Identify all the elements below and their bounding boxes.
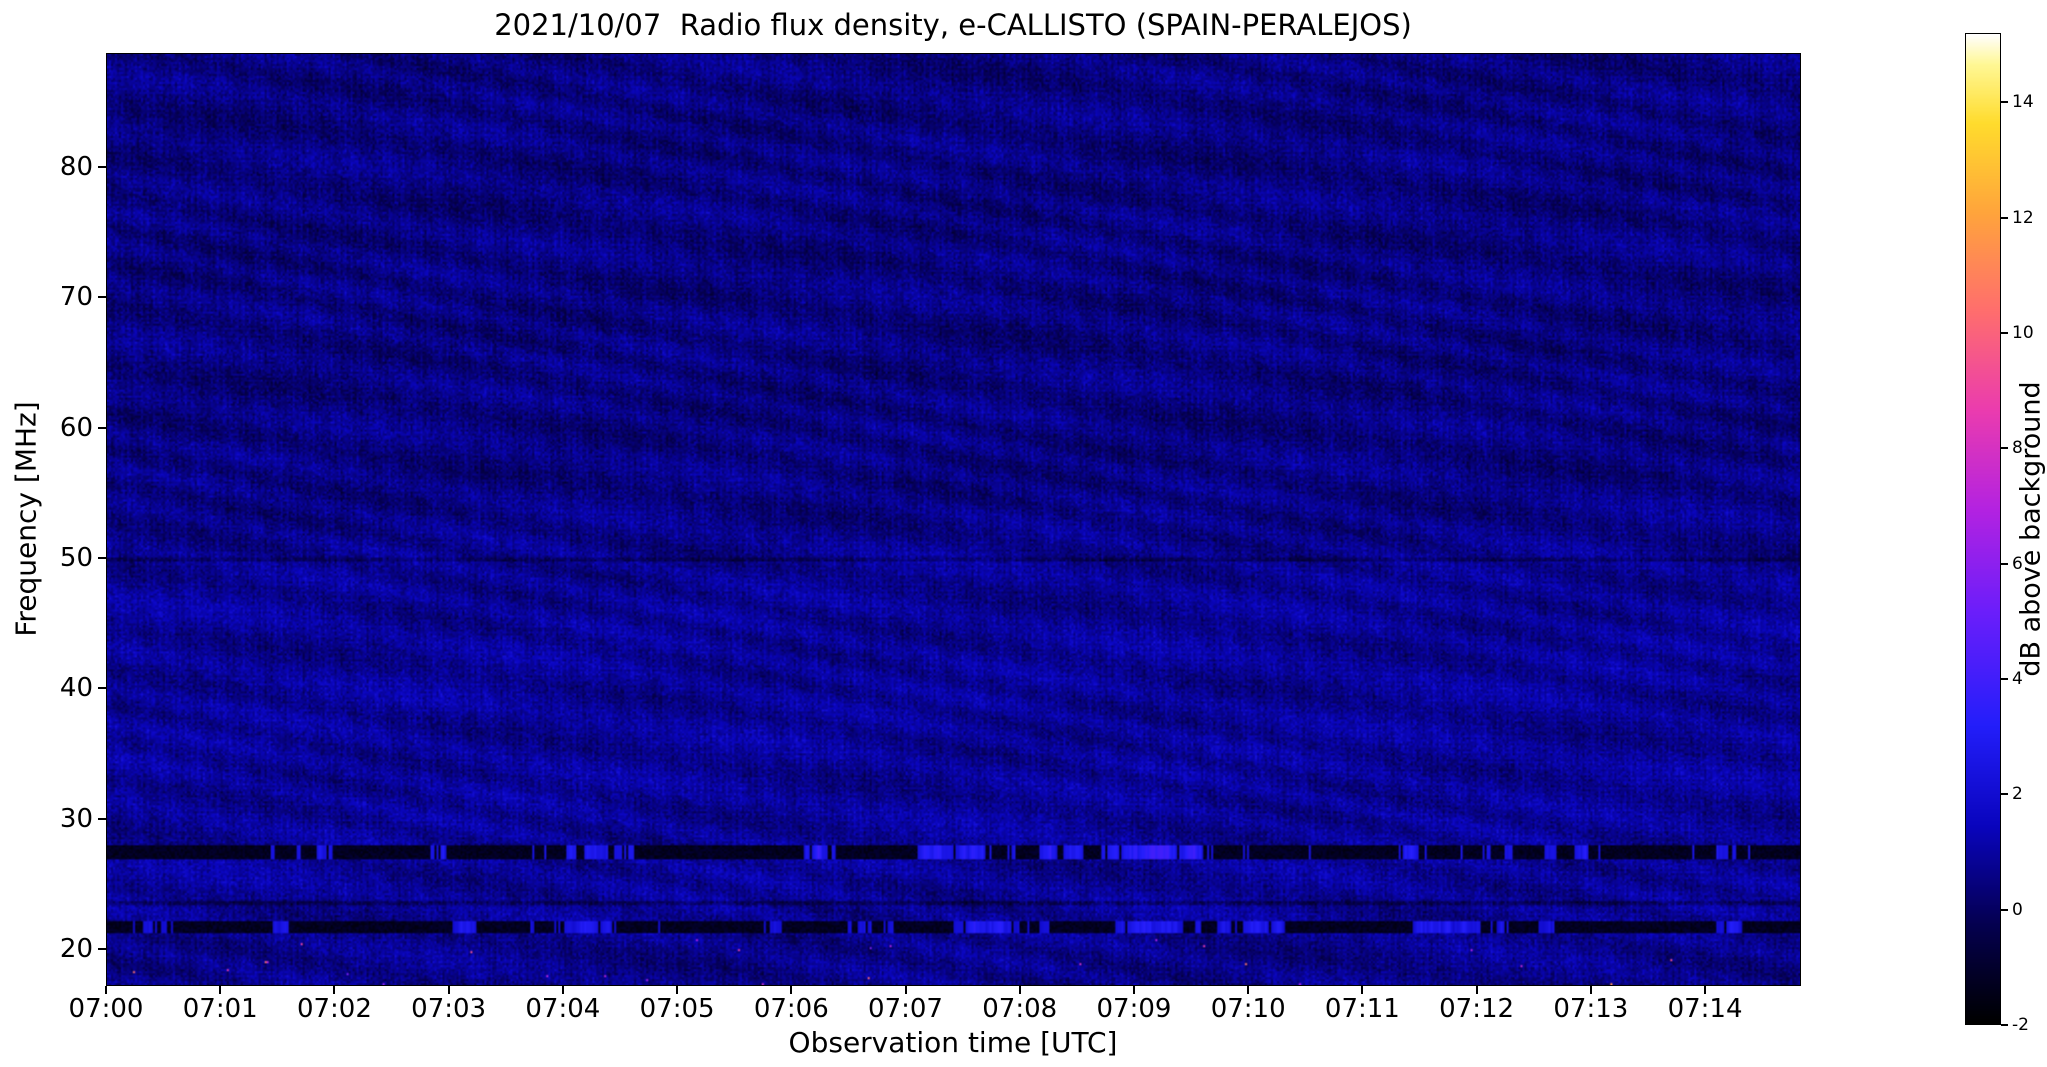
x-tick-label: 07:13	[1553, 994, 1629, 1024]
x-tick-label: 07:06	[753, 994, 829, 1024]
colorbar-tick-label: 10	[2012, 322, 2034, 343]
colorbar-tick-label: 2	[2012, 784, 2023, 805]
colorbar-tick-mark	[2001, 677, 2008, 680]
x-tick-label: 07:09	[1096, 994, 1172, 1024]
x-tick-mark	[105, 986, 107, 994]
x-tick-mark	[1247, 986, 1250, 994]
colorbar-tick-mark	[2001, 447, 2008, 450]
y-axis-label: Frequency [MHz]	[9, 401, 43, 637]
spectrogram-canvas	[107, 54, 1800, 985]
x-tick-label: 07:14	[1667, 994, 1743, 1024]
x-tick-label: 07:05	[639, 994, 715, 1024]
x-tick-label: 07:00	[68, 994, 144, 1024]
y-tick-mark	[98, 426, 106, 429]
colorbar-tick-mark	[2001, 793, 2008, 796]
colorbar-tick-mark	[2001, 101, 2008, 104]
colorbar-tick-mark	[2001, 908, 2008, 911]
x-axis-label: Observation time [UTC]	[788, 1026, 1118, 1059]
x-tick-label: 07:10	[1210, 994, 1286, 1024]
x-tick-mark	[1589, 986, 1592, 994]
x-tick-label: 07:11	[1324, 994, 1400, 1024]
colorbar-tick-label: -2	[2012, 1015, 2029, 1035]
x-tick-label: 07:02	[296, 994, 372, 1024]
y-tick-label: 60	[59, 412, 93, 443]
y-tick-mark	[98, 296, 106, 298]
colorbar-tick-mark	[2001, 562, 2008, 565]
x-tick-label: 07:08	[982, 994, 1058, 1024]
colorbar-tick-mark	[2001, 331, 2008, 334]
x-tick-mark	[561, 986, 564, 994]
y-tick-mark	[98, 817, 106, 820]
colorbar-tick-label: 14	[2012, 92, 2034, 113]
colorbar-label: dB above background	[2015, 381, 2047, 677]
x-tick-label: 07:12	[1439, 994, 1515, 1024]
y-tick-label: 40	[59, 673, 93, 704]
x-tick-label: 07:07	[868, 994, 943, 1024]
y-tick-label: 80	[59, 151, 93, 182]
x-tick-mark	[1018, 986, 1021, 994]
x-tick-mark	[676, 986, 679, 994]
x-tick-mark	[333, 986, 336, 994]
y-tick-mark	[98, 948, 106, 951]
colorbar-tick-label: 12	[2012, 207, 2034, 228]
y-tick-label: 50	[59, 542, 93, 573]
y-tick-label: 20	[59, 934, 93, 965]
y-tick-mark	[98, 165, 106, 168]
y-tick-label: 30	[59, 803, 93, 834]
colorbar	[1965, 33, 2001, 1025]
x-tick-mark	[904, 986, 907, 994]
y-tick-mark	[98, 556, 106, 559]
y-tick-label: 70	[59, 282, 93, 312]
x-tick-mark	[1361, 986, 1364, 994]
spectrogram	[106, 53, 1801, 986]
x-tick-mark	[447, 986, 450, 994]
colorbar-canvas	[1966, 34, 2000, 1024]
colorbar-tick-label: 0	[2012, 899, 2023, 920]
x-tick-mark	[1475, 986, 1478, 994]
x-tick-mark	[219, 986, 222, 994]
colorbar-tick-mark	[2001, 1024, 2008, 1026]
x-tick-label: 07:04	[525, 994, 601, 1024]
chart-title: 2021/10/07 Radio flux density, e-CALLIST…	[494, 8, 1412, 42]
x-tick-mark	[1132, 986, 1135, 994]
x-tick-mark	[1704, 986, 1707, 994]
x-tick-mark	[790, 986, 793, 994]
colorbar-tick-mark	[2001, 216, 2008, 219]
colorbar-tick-label: 8	[2012, 438, 2023, 459]
x-tick-label: 07:01	[182, 994, 258, 1024]
y-tick-mark	[98, 687, 106, 690]
colorbar-tick-label: 6	[2012, 553, 2023, 574]
colorbar-tick-label: 4	[2012, 668, 2023, 689]
x-tick-label: 07:03	[411, 994, 487, 1024]
